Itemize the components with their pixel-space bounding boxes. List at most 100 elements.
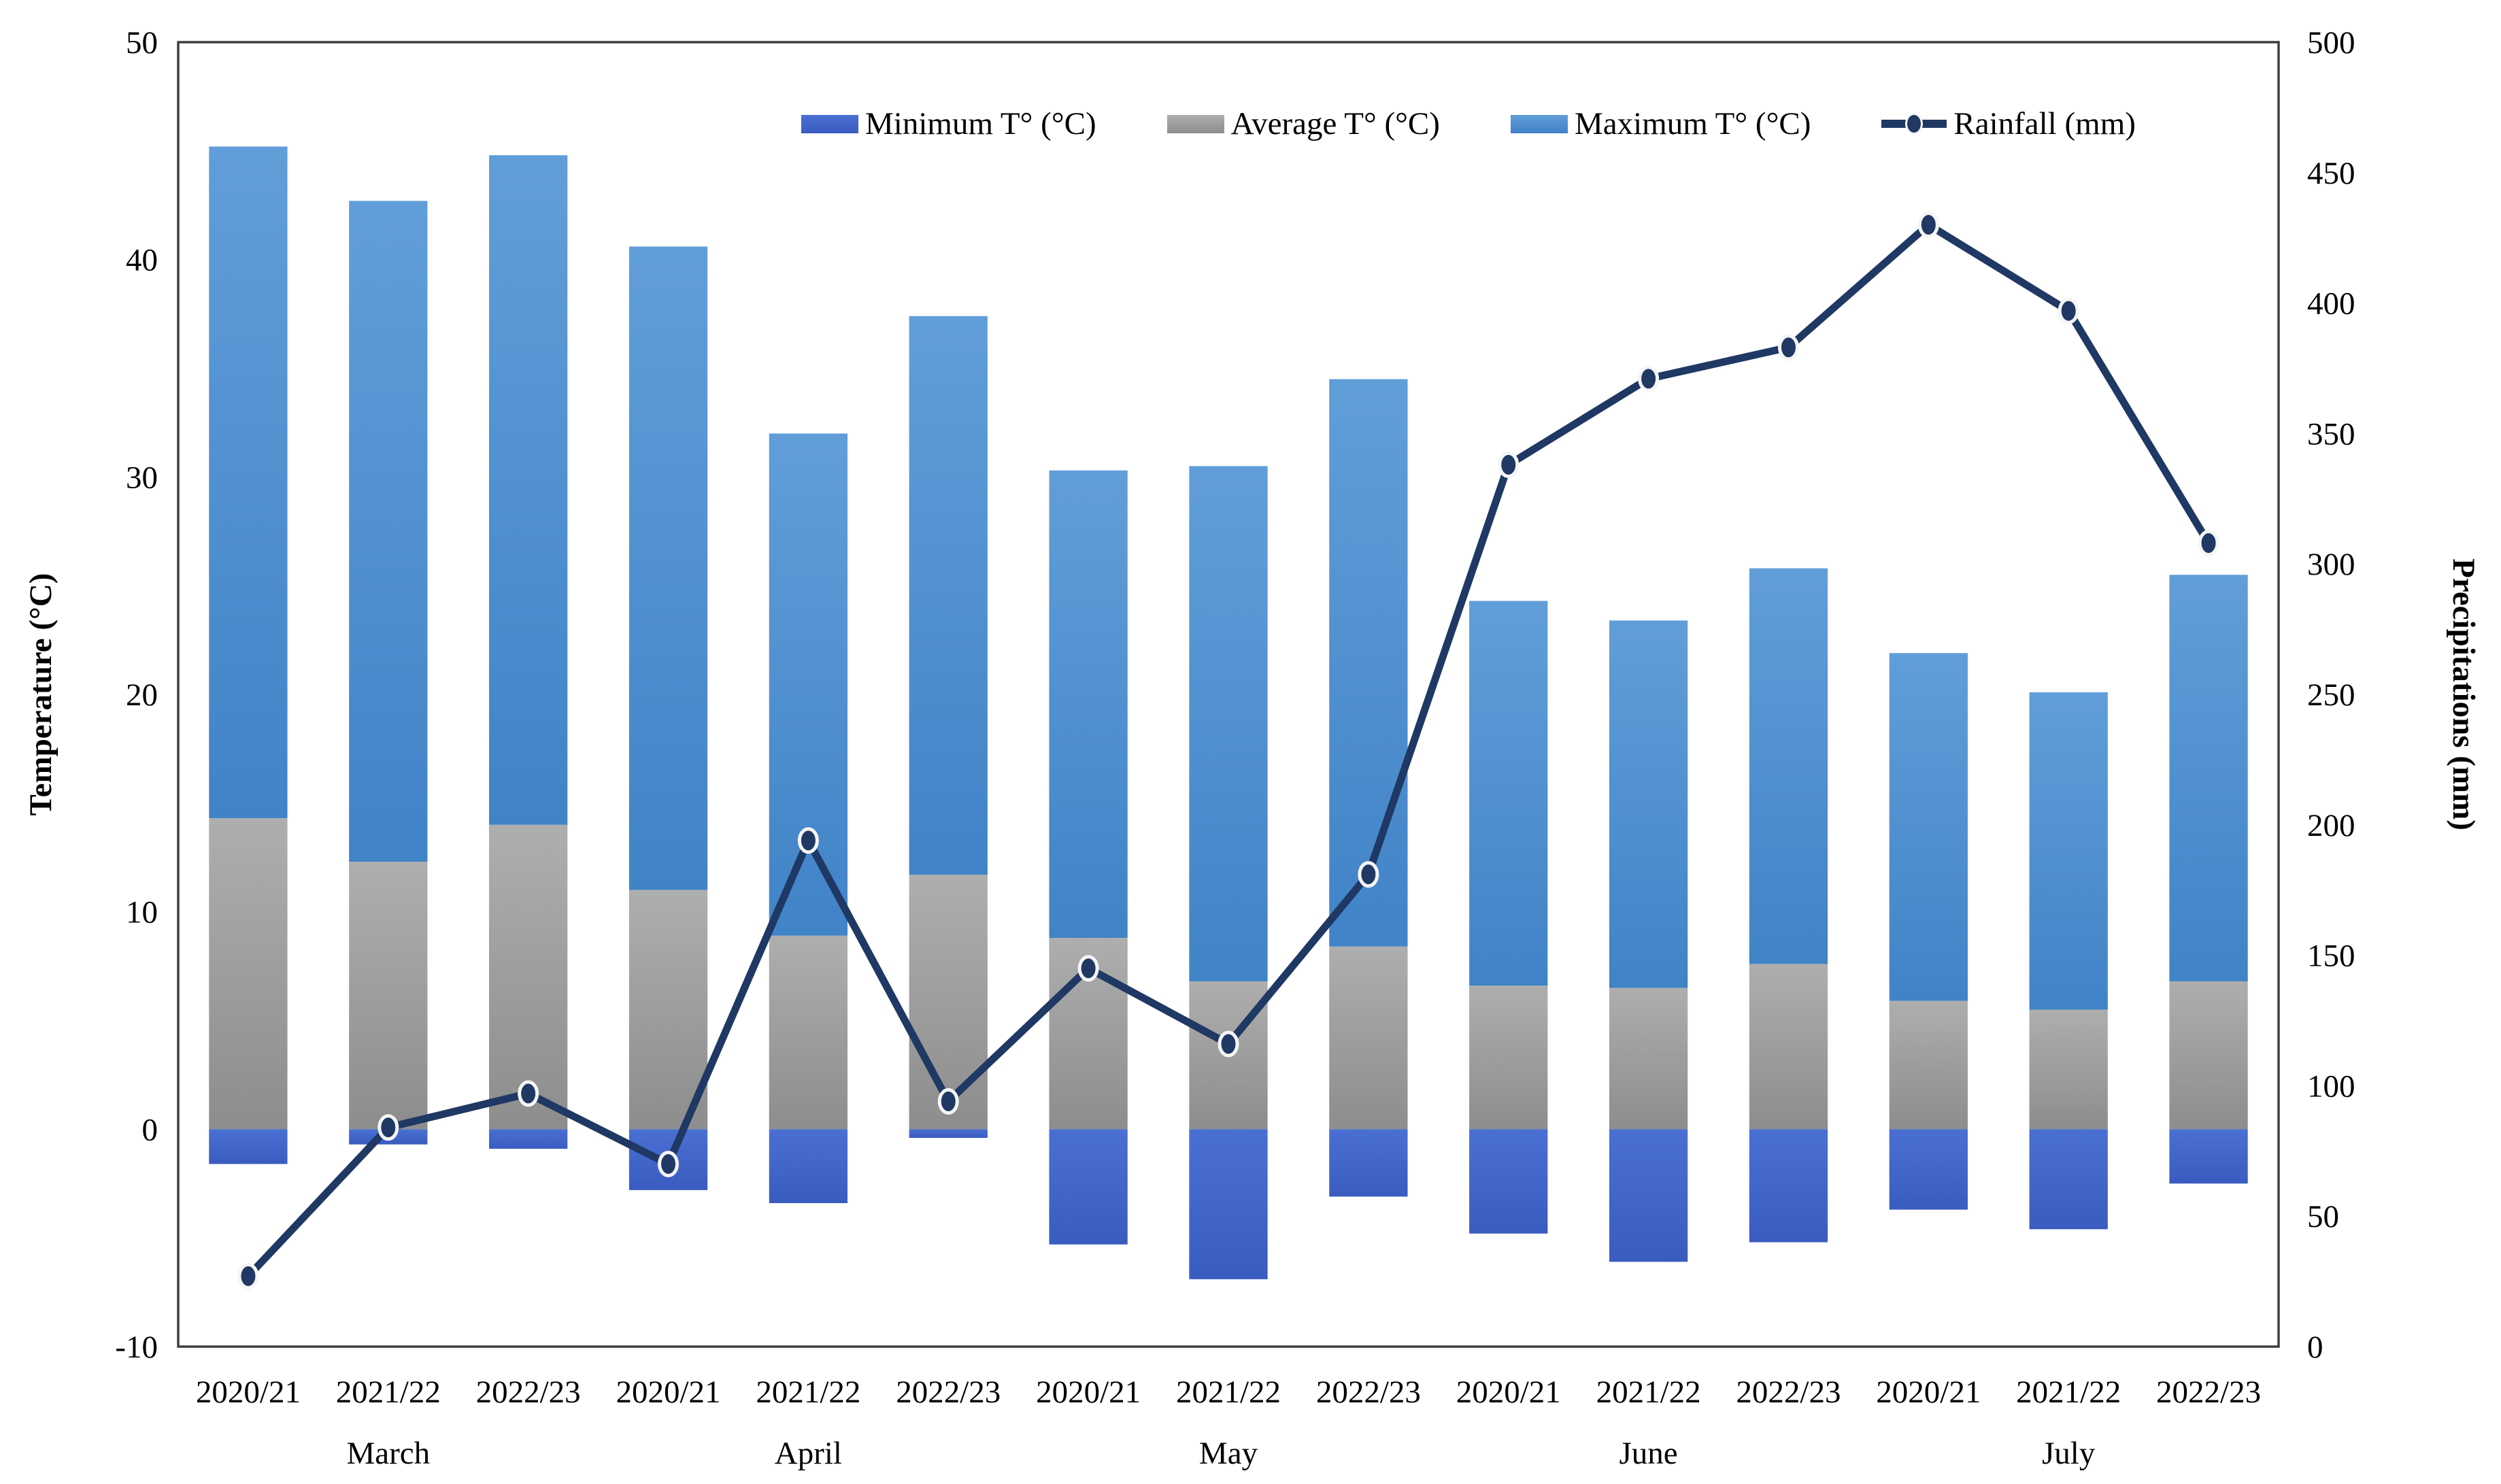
x-axis-month-label-june: June — [1619, 1436, 1678, 1471]
legend-label-average-temp: Average T° (°C) — [1230, 106, 1440, 141]
legend-item-average-temp: Average T° (°C) — [1166, 103, 1440, 144]
x-axis-year-label-13: 2021/22 — [2016, 1375, 2121, 1410]
legend-line-marker-icon — [1881, 112, 1947, 135]
x-axis-year-label-0: 2020/21 — [196, 1375, 301, 1410]
rainfall-point-june-2022/23 — [1777, 334, 1799, 361]
left-axis-tick--10: -10 — [115, 1330, 158, 1365]
legend-rainfall-dot-icon — [1905, 113, 1924, 135]
legend-item-rainfall: Rainfall (mm) — [1881, 103, 2136, 144]
x-axis-year-label-9: 2020/21 — [1456, 1375, 1561, 1410]
right-axis-tick-150: 150 — [2307, 939, 2355, 974]
rainfall-point-april-2022/23 — [937, 1087, 959, 1115]
rainfall-point-march-2022/23 — [518, 1080, 539, 1107]
bar-minimum-temp-june-2020/21 — [1469, 1129, 1548, 1234]
left-axis-tick-30: 30 — [126, 460, 158, 495]
bar-maximum-temp-june-2021/22 — [1609, 620, 1688, 988]
x-axis-month-label-may: May — [1199, 1436, 1258, 1471]
legend: Minimum T° (°C) Average T° (°C) Maximum … — [801, 103, 2136, 144]
right-axis-tick-250: 250 — [2307, 677, 2355, 713]
bar-minimum-temp-june-2021/22 — [1609, 1129, 1688, 1262]
bar-maximum-temp-march-2020/21 — [209, 146, 288, 819]
x-axis-year-label-11: 2022/23 — [1736, 1375, 1841, 1410]
bar-maximum-temp-july-2022/23 — [2169, 575, 2248, 981]
legend-swatch-average-temp-icon — [1166, 114, 1224, 133]
rainfall-point-march-2021/22 — [377, 1114, 399, 1141]
bar-minimum-temp-april-2021/22 — [769, 1129, 848, 1204]
x-axis-year-label-1: 2021/22 — [336, 1375, 441, 1410]
x-axis-year-label-3: 2020/21 — [616, 1375, 721, 1410]
bar-minimum-temp-july-2021/22 — [2029, 1129, 2108, 1230]
right-axis-title: Precipitations (mm) — [2446, 558, 2481, 830]
bar-average-temp-june-2020/21 — [1469, 985, 1548, 1130]
bar-minimum-temp-july-2022/23 — [2169, 1129, 2248, 1184]
right-axis-tick-350: 350 — [2307, 416, 2355, 452]
rainfall-point-may-2021/22 — [1218, 1030, 1239, 1058]
rainfall-point-july-2021/22 — [2058, 297, 2079, 324]
bar-maximum-temp-june-2022/23 — [1749, 568, 1828, 964]
bar-minimum-temp-july-2020/21 — [1889, 1129, 1968, 1210]
bar-maximum-temp-april-2022/23 — [909, 316, 988, 875]
rainfall-point-july-2022/23 — [2198, 530, 2219, 557]
bar-minimum-temp-april-2022/23 — [909, 1129, 988, 1139]
right-axis-tick-500: 500 — [2307, 25, 2355, 61]
x-axis-year-label-4: 2021/22 — [756, 1375, 860, 1410]
left-axis-tick-0: 0 — [142, 1112, 158, 1147]
legend-item-minimum-temp: Minimum T° (°C) — [801, 103, 1096, 144]
x-axis-month-label-july: July — [2042, 1436, 2096, 1471]
bar-average-temp-march-2020/21 — [209, 818, 288, 1130]
right-axis-tick-0: 0 — [2307, 1330, 2323, 1365]
legend-item-maximum-temp: Maximum T° (°C) — [1510, 103, 1811, 144]
rainfall-point-may-2020/21 — [1077, 955, 1099, 982]
bar-maximum-temp-june-2020/21 — [1469, 601, 1548, 986]
x-axis-year-label-12: 2020/21 — [1876, 1375, 1981, 1410]
rainfall-point-july-2020/21 — [1917, 212, 1939, 239]
bar-average-temp-april-2020/21 — [628, 890, 708, 1130]
bar-average-temp-march-2022/23 — [489, 824, 568, 1130]
bar-average-temp-june-2022/23 — [1749, 964, 1828, 1130]
left-axis-tick-40: 40 — [126, 243, 158, 278]
x-axis-month-label-march: March — [346, 1436, 430, 1471]
left-axis-title: Temperature (°C) — [23, 573, 58, 816]
right-axis-tick-300: 300 — [2307, 547, 2355, 582]
right-axis-tick-200: 200 — [2307, 808, 2355, 843]
bar-average-temp-march-2021/22 — [349, 862, 428, 1130]
bar-minimum-temp-may-2020/21 — [1049, 1129, 1128, 1245]
x-axis-year-label-14: 2022/23 — [2156, 1375, 2261, 1410]
plot-frame — [177, 41, 2280, 1348]
bar-maximum-temp-may-2022/23 — [1329, 379, 1408, 947]
right-axis-tick-50: 50 — [2307, 1199, 2339, 1234]
bar-minimum-temp-may-2022/23 — [1329, 1129, 1408, 1197]
x-axis-year-label-10: 2021/22 — [1596, 1375, 1701, 1410]
bar-maximum-temp-may-2021/22 — [1189, 466, 1268, 981]
bar-maximum-temp-april-2020/21 — [628, 246, 708, 890]
bar-minimum-temp-may-2021/22 — [1189, 1129, 1268, 1279]
legend-label-maximum-temp: Maximum T° (°C) — [1574, 106, 1811, 141]
bar-maximum-temp-may-2020/21 — [1049, 470, 1128, 939]
x-axis-year-label-5: 2022/23 — [896, 1375, 1001, 1410]
x-axis-year-label-6: 2020/21 — [1036, 1375, 1141, 1410]
bar-maximum-temp-july-2020/21 — [1889, 653, 1968, 1001]
bar-maximum-temp-april-2021/22 — [769, 433, 848, 936]
legend-swatch-minimum-temp-icon — [801, 114, 858, 133]
bar-minimum-temp-march-2020/21 — [209, 1129, 288, 1164]
bar-maximum-temp-march-2021/22 — [349, 201, 428, 862]
left-axis-tick-10: 10 — [126, 895, 158, 930]
legend-swatch-maximum-temp-icon — [1510, 114, 1568, 133]
right-axis-tick-450: 450 — [2307, 156, 2355, 191]
bar-maximum-temp-july-2021/22 — [2029, 692, 2108, 1010]
bar-average-temp-june-2021/22 — [1609, 988, 1688, 1130]
bar-average-temp-july-2021/22 — [2029, 1009, 2108, 1130]
legend-label-minimum-temp: Minimum T° (°C) — [865, 106, 1096, 141]
bar-average-temp-april-2022/23 — [909, 875, 988, 1130]
bar-minimum-temp-june-2022/23 — [1749, 1129, 1828, 1243]
bar-average-temp-july-2022/23 — [2169, 981, 2248, 1130]
left-axis-tick-20: 20 — [126, 677, 158, 713]
x-axis-month-label-april: April — [775, 1436, 842, 1471]
bar-average-temp-may-2022/23 — [1329, 946, 1408, 1130]
rainfall-point-june-2020/21 — [1498, 451, 1520, 478]
bar-minimum-temp-march-2022/23 — [489, 1129, 568, 1149]
x-axis-year-label-8: 2022/23 — [1316, 1375, 1421, 1410]
